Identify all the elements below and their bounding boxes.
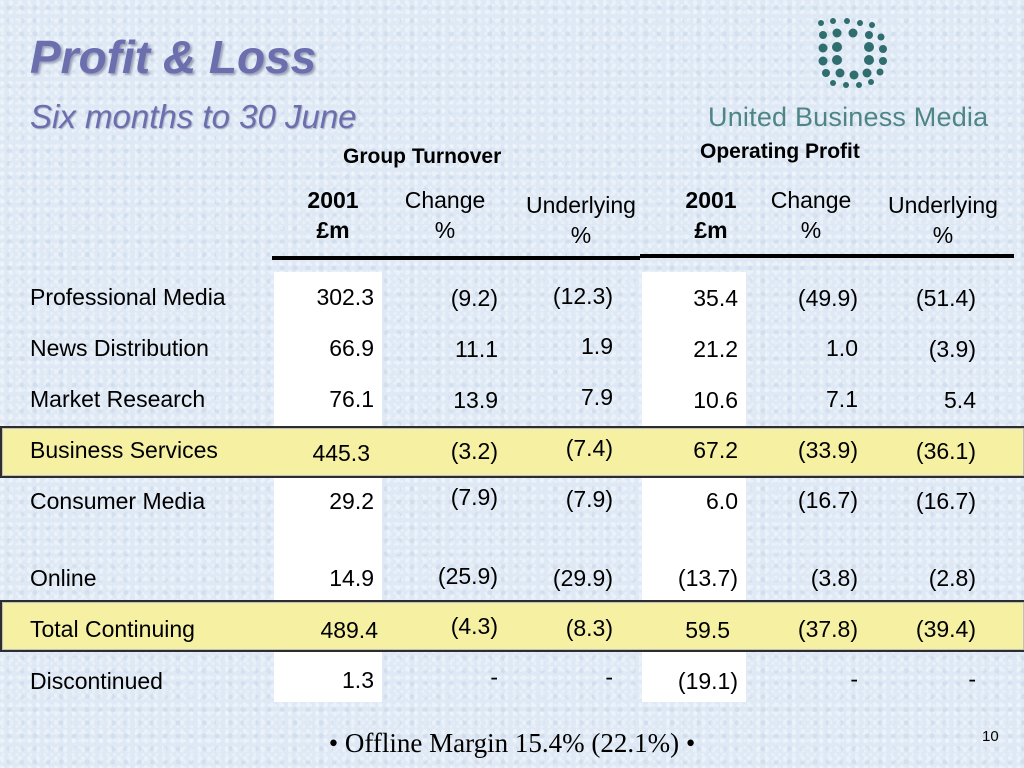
- cell-turnover-change: (7.9): [450, 484, 498, 510]
- cell-profit-underlying: -: [968, 666, 976, 692]
- row-label: Online: [30, 565, 97, 591]
- row-label: Business Services: [30, 437, 218, 463]
- page-subtitle: Six months to 30 June: [30, 98, 357, 135]
- cell-profit-underlying: (3.9): [928, 336, 976, 362]
- header-rule-profit: [640, 254, 1014, 258]
- cell-profit-2001: 67.2: [693, 437, 738, 463]
- header-line: 2001: [307, 187, 359, 213]
- cell-profit-underlying: (51.4): [915, 285, 976, 311]
- cell-turnover-change: (9.2): [450, 285, 498, 311]
- cell-turnover-2001: 29.2: [329, 488, 374, 514]
- cell-turnover-underlying: (7.9): [565, 486, 613, 512]
- cell-turnover-underlying: (12.3): [552, 283, 613, 309]
- row-label: Market Research: [30, 386, 206, 412]
- cell-profit-2001: 10.6: [693, 387, 738, 413]
- header-line: %: [570, 222, 592, 248]
- header-line: Underlying: [888, 192, 998, 218]
- cell-profit-change: (16.7): [797, 487, 858, 513]
- cell-profit-2001: 35.4: [693, 285, 738, 311]
- header-line: £m: [316, 217, 350, 243]
- cell-turnover-2001: 445.3: [312, 440, 370, 466]
- header-line: 2001: [685, 187, 737, 213]
- cell-turnover-change: 11.1: [454, 336, 498, 362]
- cell-turnover-underlying: 7.9: [581, 384, 613, 410]
- page-title: Profit & Loss: [30, 31, 317, 83]
- highlight-band-business-services: [0, 426, 1024, 478]
- header-line: £m: [694, 217, 728, 243]
- cell-profit-change: -: [850, 666, 858, 692]
- cell-turnover-change: (4.3): [450, 613, 498, 639]
- group-turnover-heading: Group Turnover: [343, 145, 502, 168]
- page-number: 10: [982, 728, 999, 745]
- row-label: Total Continuing: [30, 616, 195, 642]
- row-label: News Distribution: [30, 335, 209, 361]
- header-line: Change: [770, 187, 852, 213]
- header-line: Change: [404, 187, 486, 213]
- cell-turnover-2001: 66.9: [329, 335, 374, 361]
- cell-turnover-underlying: (29.9): [552, 565, 613, 591]
- header-line: %: [800, 217, 822, 243]
- row-label: Consumer Media: [30, 488, 206, 514]
- header-line: %: [434, 217, 456, 243]
- cell-profit-underlying: (2.8): [928, 565, 976, 591]
- cell-turnover-change: (25.9): [437, 563, 498, 589]
- cell-profit-change: (3.8): [810, 565, 858, 591]
- cell-profit-2001: 59.5: [685, 617, 730, 643]
- cell-profit-change: (49.9): [797, 285, 858, 311]
- dot-cluster-logo-icon: [818, 18, 887, 88]
- cell-profit-underlying: (39.4): [915, 616, 976, 642]
- footer-note: • Offline Margin 15.4% (22.1%) •: [328, 728, 696, 758]
- cell-profit-change: 1.0: [826, 335, 858, 361]
- cell-turnover-underlying: -: [605, 664, 613, 690]
- cell-profit-2001: 21.2: [693, 336, 738, 362]
- cell-profit-change: (33.9): [797, 437, 858, 463]
- cell-turnover-change: -: [490, 664, 498, 690]
- cell-turnover-change: 13.9: [453, 387, 498, 413]
- highlight-band-total-continuing: [0, 600, 1024, 652]
- cell-profit-underlying: (36.1): [915, 438, 976, 464]
- header-rule-turnover: [272, 256, 640, 260]
- cell-turnover-change: (3.2): [450, 438, 498, 464]
- col-header-profit-underlying: Underlying%: [868, 190, 1018, 250]
- col-header-turnover-2001: 2001 £m: [288, 185, 378, 245]
- cell-turnover-2001: 14.9: [329, 565, 374, 591]
- row-label: Discontinued: [30, 668, 163, 694]
- cell-turnover-2001: 302.3: [316, 284, 374, 310]
- cell-turnover-underlying: 1.9: [581, 333, 613, 359]
- logo-wordmark: United Business Media: [708, 102, 989, 132]
- cell-turnover-underlying: (8.3): [565, 615, 613, 641]
- header-line: Underlying: [526, 192, 636, 218]
- group-profit-heading: Operating Profit: [700, 140, 860, 163]
- row-label: Professional Media: [30, 284, 226, 310]
- cell-turnover-2001: 1.3: [342, 667, 374, 693]
- cell-turnover-underlying: (7.4): [565, 435, 613, 461]
- cell-profit-2001: (13.7): [677, 565, 738, 591]
- col-header-profit-change: Change%: [756, 185, 866, 245]
- cell-turnover-2001: 489.4: [320, 617, 378, 643]
- cell-profit-change: 7.1: [826, 386, 858, 412]
- cell-profit-underlying: (16.7): [915, 488, 976, 514]
- cell-profit-2001: 6.0: [706, 488, 738, 514]
- cell-turnover-2001: 76.1: [329, 386, 374, 412]
- col-header-turnover-underlying: Underlying%: [508, 190, 654, 250]
- header-line: %: [932, 222, 954, 248]
- cell-profit-change: (37.8): [797, 616, 858, 642]
- cell-profit-underlying: 5.4: [944, 387, 976, 413]
- col-header-profit-2001: 2001 £m: [666, 185, 756, 245]
- cell-profit-2001: (19.1): [677, 668, 738, 694]
- col-header-turnover-change: Change%: [390, 185, 500, 245]
